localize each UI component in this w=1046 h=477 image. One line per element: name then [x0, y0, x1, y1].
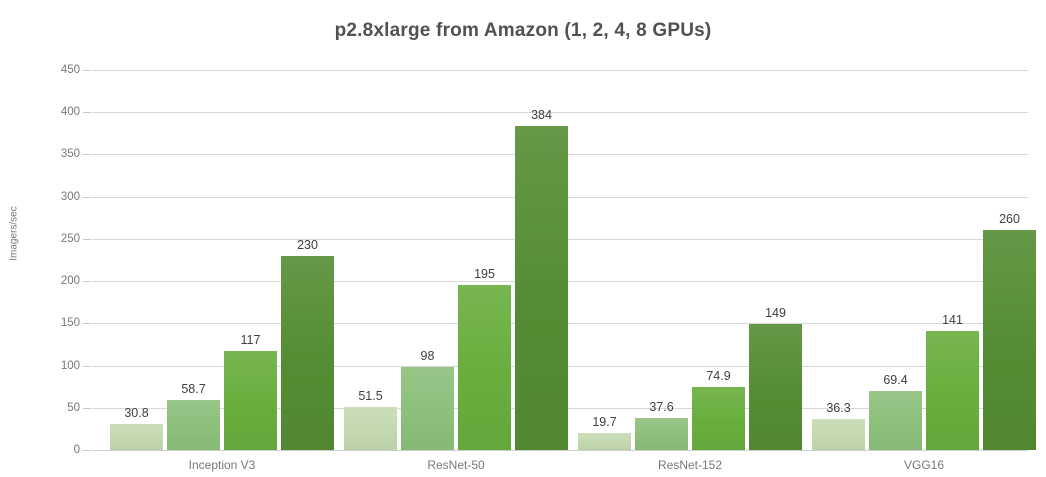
y-tick-label-400: 400	[60, 106, 80, 119]
y-tick-label-450: 450	[60, 64, 80, 76]
bar-value-label: 260	[999, 212, 1020, 227]
bar-resnet-50-2gpu[interactable]: 98	[401, 349, 454, 450]
bar-resnet-152-2gpu[interactable]: 37.6	[635, 400, 688, 450]
bar-value-label: 141	[942, 312, 963, 327]
x-axis-category-label: ResNet-152	[657, 458, 723, 472]
chart-title: p2.8xlarge from Amazon (1, 2, 4, 8 GPUs)	[334, 20, 712, 41]
x-axis-category-label: VGG16	[903, 458, 945, 472]
gridline-400	[92, 112, 1028, 114]
bar-vgg16-3gpu[interactable]: 141	[926, 313, 979, 450]
bar-resnet-152-4gpu[interactable]: 149	[749, 306, 802, 450]
y-tick-mark-150	[83, 323, 91, 325]
bar-resnet-152-3gpu[interactable]: 74.9	[692, 369, 745, 450]
y-tick-label-50: 50	[67, 401, 80, 414]
bar-inception-v3-3gpu[interactable]: 117	[224, 333, 277, 450]
bar-value-label: 37.6	[649, 400, 674, 415]
x-axis-category-label: Inception V3	[188, 458, 256, 472]
bar-resnet-152-1gpu[interactable]: 19.7	[578, 415, 631, 450]
y-tick-label-100: 100	[60, 359, 80, 372]
y-tick-label-250: 250	[60, 232, 80, 245]
y-tick-mark-300	[83, 196, 91, 198]
bar-value-label: 36.3	[826, 401, 851, 416]
bar-value-label: 74.9	[706, 368, 731, 383]
bar-value-label: 30.8	[124, 406, 149, 420]
bar-value-label: 19.7	[592, 415, 617, 430]
bar-value-label: 69.4	[883, 373, 908, 388]
y-tick-label-200: 200	[60, 275, 80, 288]
x-axis-category-label: ResNet-50	[427, 458, 485, 472]
y-tick-mark-450	[83, 70, 91, 71]
bar-group-3: 36.3 69.4 141 260	[812, 70, 1036, 450]
y-tick-label-350: 350	[60, 148, 80, 161]
bar-vgg16-4gpu[interactable]: 260	[983, 212, 1036, 450]
y-tick-mark-200	[83, 281, 91, 283]
y-tick-mark-400	[83, 112, 91, 114]
bar-vgg16-1gpu[interactable]: 36.3	[812, 401, 865, 450]
bar-value-label: 98	[420, 349, 435, 364]
gridline-450	[92, 70, 1028, 71]
y-axis-title: Imagers/sec	[8, 206, 20, 261]
bar-group-0: 30.8 58.7 117 230	[110, 70, 334, 450]
plot-area: 0 50 100 150 200 250 300 350 400 450 30.8 58.7 117 23…	[61, 64, 1036, 472]
bar-value-label: 195	[474, 267, 495, 282]
bar-value-label: 149	[765, 306, 786, 321]
y-tick-label-150: 150	[60, 317, 80, 330]
bar-value-label: 384	[531, 107, 552, 122]
bar-inception-v3-4gpu[interactable]: 230	[281, 238, 334, 450]
y-tick-mark-100	[83, 365, 91, 367]
bar-value-label: 58.7	[181, 382, 206, 397]
bar-value-label: 51.5	[358, 388, 383, 403]
bar-resnet-50-1gpu[interactable]: 51.5	[344, 389, 397, 450]
y-tick-label-0: 0	[73, 444, 80, 456]
bar-resnet-50-3gpu[interactable]: 195	[458, 267, 511, 450]
bar-value-label: 230	[297, 237, 318, 252]
bar-value-label: 117	[240, 333, 261, 348]
bar-group-1: 51.5 98 195 384	[344, 70, 568, 450]
gridline-0	[92, 450, 1028, 451]
bar-group-2: 19.7 37.6 74.9 149	[578, 70, 802, 450]
y-tick-label-300: 300	[60, 190, 80, 203]
bar-inception-v3-1gpu[interactable]: 30.8	[110, 406, 163, 450]
y-tick-mark-0	[83, 450, 91, 451]
y-tick-mark-250	[83, 238, 91, 240]
y-tick-mark-350	[83, 154, 91, 156]
bar-inception-v3-2gpu[interactable]: 58.7	[167, 382, 220, 450]
bar-vgg16-2gpu[interactable]: 69.4	[869, 373, 922, 450]
y-tick-mark-50	[83, 407, 91, 409]
bar-resnet-50-4gpu[interactable]: 384	[515, 108, 568, 450]
